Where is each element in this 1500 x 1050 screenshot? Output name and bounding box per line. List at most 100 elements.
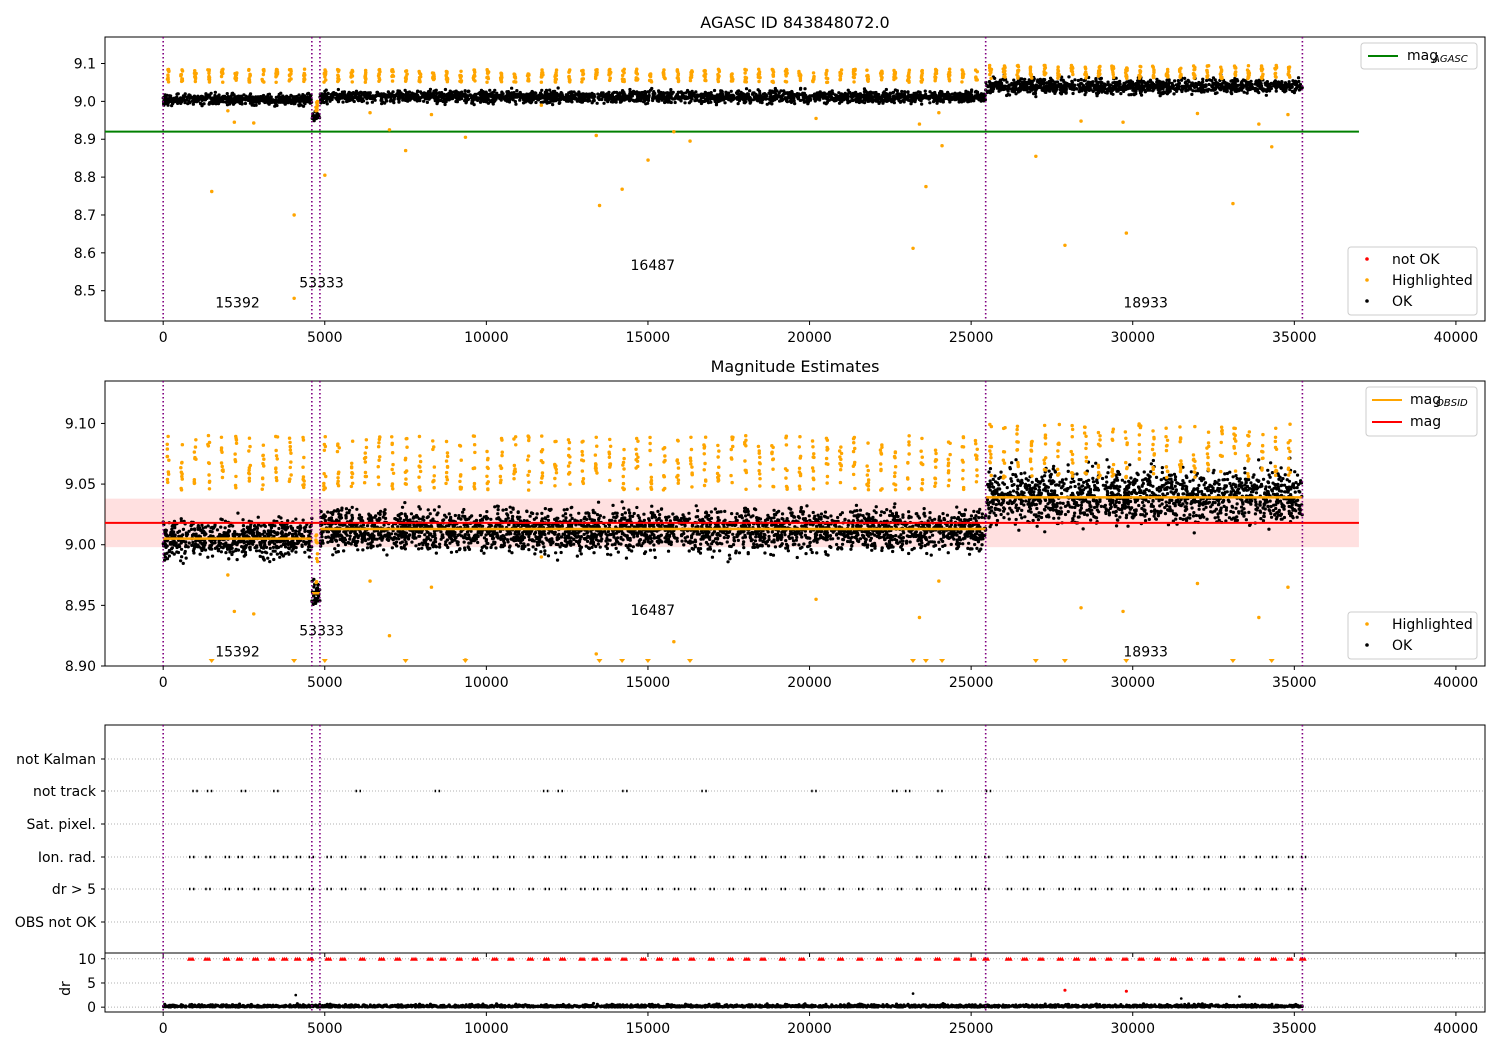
- highlighted-points: [165, 63, 1292, 113]
- x-tick-label: 30000: [1110, 330, 1155, 346]
- obsid-annotation: 15392: [215, 296, 260, 312]
- below-range-marker: [1032, 659, 1039, 663]
- x-tick-label: 15000: [626, 1021, 671, 1037]
- legend-box: [1347, 611, 1478, 660]
- flag-row-label: Ion. rad.: [38, 850, 96, 866]
- below-range-marker: [1061, 659, 1068, 663]
- below-range-marker: [909, 659, 916, 663]
- y-tick-label: 8.8: [74, 170, 96, 186]
- flag-row-label: Sat. pixel.: [27, 817, 96, 833]
- panel-agasc: AGASC ID 843848072.0 15392 53333 16487 18933…: [74, 13, 1486, 346]
- x-tick-label: 10000: [464, 330, 509, 346]
- x-tick-label: 20000: [787, 330, 832, 346]
- below-range-marker: [939, 659, 946, 663]
- panel-title: AGASC ID 843848072.0: [700, 13, 889, 32]
- x-tick-label: 10000: [464, 1021, 509, 1037]
- obsid-annotation: 53333: [299, 624, 344, 640]
- legend-swatch-dot: [1365, 257, 1369, 261]
- dr-outlier-points: [294, 988, 1241, 1000]
- y-tick-label: 9.1: [74, 57, 96, 73]
- x-tick-label: 20000: [787, 675, 832, 691]
- x-tick-label: 20000: [787, 1021, 832, 1037]
- legend-label: mag: [1410, 414, 1441, 430]
- legend-label: mag: [1410, 392, 1441, 408]
- panel-title: Magnitude Estimates: [711, 357, 880, 376]
- x-tick-label: 30000: [1110, 1021, 1155, 1037]
- x-tick-label: 35000: [1272, 330, 1317, 346]
- x-tick-label: 25000: [949, 675, 994, 691]
- x-tick-label: 40000: [1434, 675, 1479, 691]
- below-range-marker: [644, 659, 651, 663]
- y-tick-label: 8.90: [65, 659, 96, 675]
- x-tick-label: 25000: [949, 330, 994, 346]
- below-range-marker: [208, 659, 215, 663]
- below-range-marker: [686, 659, 693, 663]
- x-tick-label: 25000: [949, 1021, 994, 1037]
- panel-magnitude-estimates: Magnitude Estimates 15392 53333 16487 18933 0…: [65, 357, 1486, 691]
- below-range-marker: [1229, 659, 1236, 663]
- obsid-annotation: 18933: [1123, 296, 1168, 312]
- legend-swatch-dot: [1365, 622, 1369, 626]
- below-range-marker: [1123, 659, 1130, 663]
- x-tick-label: 5000: [307, 675, 343, 691]
- legend-box: [1347, 246, 1478, 316]
- panel-flags: not Kalman not track Sat. pixel. Ion. rad. d…: [15, 724, 1486, 957]
- x-tick-label: 30000: [1110, 675, 1155, 691]
- legend-label: not OK: [1392, 252, 1440, 268]
- dr-notok-points: [1063, 988, 1128, 993]
- legend-lower: Highlighted OK: [1347, 611, 1478, 660]
- legend-label: mag: [1407, 48, 1438, 64]
- below-range-marker: [1268, 659, 1275, 663]
- y-tick-label: 5: [87, 976, 96, 992]
- y-tick-label: 9.00: [65, 538, 96, 554]
- legend-label: Highlighted: [1392, 273, 1473, 289]
- x-tick-label: 15000: [626, 330, 671, 346]
- legend-label: OK: [1392, 638, 1413, 654]
- below-range-marker: [922, 659, 929, 663]
- y-tick-label: 0: [87, 1000, 96, 1016]
- y-tick-label: 8.9: [74, 132, 96, 148]
- flag-row-label: not Kalman: [16, 752, 96, 768]
- y-axis-label: dr: [58, 981, 74, 996]
- below-range-marker: [462, 659, 469, 663]
- below-range-marker: [402, 659, 409, 663]
- legend-label: Highlighted: [1392, 617, 1473, 633]
- y-tick-label: 10: [78, 952, 96, 968]
- flag-row-label: OBS not OK: [15, 915, 97, 931]
- obsid-annotation: 53333: [299, 276, 344, 292]
- legend-box: [1360, 42, 1478, 70]
- y-tick-label: 8.95: [65, 598, 96, 614]
- below-range-marker: [291, 659, 298, 663]
- highlighted-outlier-points: [210, 103, 1290, 300]
- x-tick-label: 40000: [1434, 1021, 1479, 1037]
- y-tick-label: 8.7: [74, 208, 96, 224]
- obsid-annotation: 16487: [631, 603, 676, 619]
- x-tick-label: 35000: [1272, 1021, 1317, 1037]
- x-tick-label: 0: [159, 330, 168, 346]
- x-tick-label: 0: [159, 1021, 168, 1037]
- x-tick-label: 0: [159, 675, 168, 691]
- flag-row-label: dr > 5: [52, 882, 96, 898]
- dr-points: [162, 1001, 1304, 1009]
- x-tick-label: 5000: [307, 330, 343, 346]
- obsid-annotation: 15392: [215, 644, 260, 660]
- obsid-annotation: 16487: [631, 258, 676, 274]
- below-range-marker: [596, 659, 603, 663]
- plot-frame: [104, 36, 1486, 322]
- legend-label: OK: [1392, 294, 1413, 310]
- highlighted-outlier-points: [226, 555, 1290, 662]
- ok-points: [161, 73, 1304, 123]
- x-tick-label: 5000: [307, 1021, 343, 1037]
- legend-subscript: AGASC: [1432, 54, 1468, 65]
- below-range-marker: [321, 659, 328, 663]
- legend-swatch-dot: [1365, 643, 1369, 647]
- dr-capped-markers: [187, 956, 1307, 961]
- below-range-marker: [619, 659, 626, 663]
- y-tick-label: 9.05: [65, 477, 96, 493]
- legend-lower: not OK Highlighted OK: [1347, 246, 1478, 316]
- highlighted-points: [165, 422, 1292, 585]
- y-tick-label: 8.6: [74, 246, 96, 262]
